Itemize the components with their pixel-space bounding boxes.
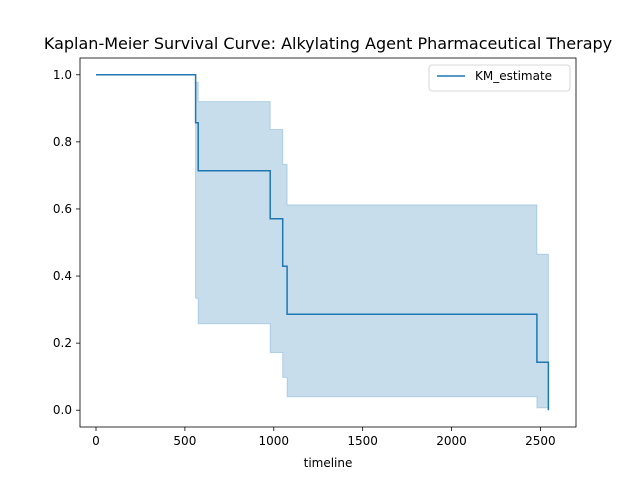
x-tick-label: 2000 bbox=[436, 434, 467, 448]
y-tick-label: 1.0 bbox=[53, 68, 72, 82]
plot-area bbox=[96, 74, 550, 411]
x-tick-label: 500 bbox=[173, 434, 196, 448]
km-estimate-line bbox=[96, 74, 550, 411]
legend-box bbox=[428, 64, 571, 92]
legend: KM_estimate bbox=[428, 64, 571, 92]
y-tick-label: 0.4 bbox=[53, 269, 72, 283]
y-tick-label: 0.6 bbox=[53, 202, 72, 216]
x-tick-label: 1000 bbox=[259, 434, 290, 448]
plot-frame bbox=[79, 57, 577, 428]
confidence-band bbox=[96, 74, 549, 409]
x-axis-label: timeline bbox=[304, 456, 353, 470]
chart-title: Kaplan-Meier Survival Curve: Alkylating … bbox=[44, 34, 612, 53]
x-axis-ticks: 0 500 1000 1500 2000 2500 bbox=[92, 427, 556, 448]
x-tick-label: 1500 bbox=[347, 434, 378, 448]
legend-label-km-estimate: KM_estimate bbox=[475, 69, 552, 83]
y-tick-label: 0.8 bbox=[53, 135, 72, 149]
y-tick-label: 0.0 bbox=[53, 403, 72, 417]
x-tick-label: 0 bbox=[92, 434, 100, 448]
y-tick-label: 0.2 bbox=[53, 336, 72, 350]
y-axis-ticks: 0.0 0.2 0.4 0.6 0.8 1.0 bbox=[53, 68, 80, 417]
x-tick-label: 2500 bbox=[525, 434, 556, 448]
